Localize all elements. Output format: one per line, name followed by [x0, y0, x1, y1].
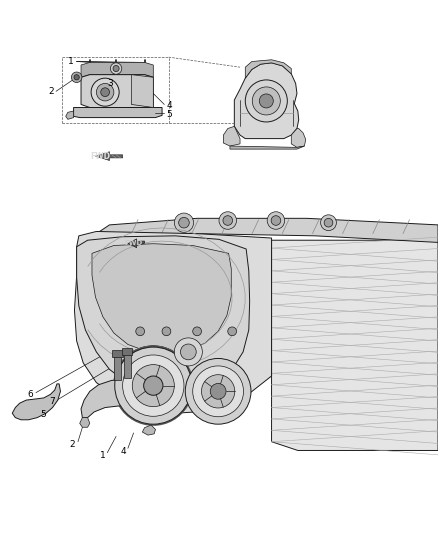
- Circle shape: [162, 327, 171, 336]
- Circle shape: [219, 212, 237, 229]
- Polygon shape: [245, 60, 291, 78]
- Polygon shape: [92, 244, 231, 353]
- Polygon shape: [124, 354, 131, 378]
- Circle shape: [174, 213, 194, 232]
- Polygon shape: [234, 63, 299, 139]
- Polygon shape: [77, 236, 250, 394]
- Text: 4: 4: [121, 447, 126, 456]
- Polygon shape: [0, 214, 438, 486]
- Circle shape: [101, 88, 110, 96]
- Circle shape: [321, 215, 336, 231]
- Polygon shape: [74, 108, 162, 118]
- Circle shape: [115, 347, 192, 424]
- Polygon shape: [223, 126, 240, 146]
- Circle shape: [223, 216, 233, 225]
- Polygon shape: [96, 219, 438, 247]
- Polygon shape: [66, 111, 74, 119]
- Polygon shape: [140, 71, 149, 79]
- Text: 3: 3: [107, 79, 113, 88]
- Circle shape: [91, 78, 119, 106]
- Polygon shape: [142, 425, 155, 435]
- Circle shape: [210, 383, 226, 399]
- Polygon shape: [272, 240, 438, 450]
- Circle shape: [174, 338, 202, 366]
- Text: 5: 5: [166, 110, 172, 118]
- Text: 1: 1: [100, 451, 106, 460]
- Text: 4: 4: [166, 101, 172, 110]
- Circle shape: [144, 376, 163, 395]
- Polygon shape: [114, 356, 121, 379]
- Polygon shape: [81, 62, 153, 77]
- Circle shape: [185, 359, 251, 424]
- Text: 5: 5: [40, 410, 46, 419]
- Circle shape: [123, 355, 184, 416]
- Circle shape: [132, 365, 174, 407]
- Polygon shape: [95, 152, 123, 160]
- Text: 2: 2: [70, 440, 75, 449]
- Circle shape: [267, 212, 285, 229]
- Polygon shape: [12, 384, 60, 420]
- Circle shape: [228, 327, 237, 336]
- Text: 7: 7: [49, 397, 55, 406]
- Circle shape: [193, 366, 244, 417]
- Polygon shape: [112, 71, 120, 79]
- Circle shape: [271, 216, 281, 225]
- Polygon shape: [81, 379, 153, 418]
- Polygon shape: [80, 418, 90, 427]
- Polygon shape: [85, 71, 94, 79]
- Circle shape: [180, 344, 196, 360]
- Polygon shape: [128, 239, 145, 248]
- Text: FWD: FWD: [91, 151, 111, 160]
- Circle shape: [96, 84, 114, 101]
- Circle shape: [201, 375, 235, 408]
- Circle shape: [252, 87, 280, 115]
- Circle shape: [71, 72, 82, 83]
- Polygon shape: [230, 146, 304, 149]
- Circle shape: [324, 219, 333, 227]
- Polygon shape: [74, 231, 272, 413]
- Polygon shape: [81, 75, 153, 108]
- Polygon shape: [122, 349, 132, 356]
- Text: 6: 6: [27, 390, 33, 399]
- Circle shape: [259, 94, 273, 108]
- Text: 2: 2: [48, 87, 54, 96]
- Polygon shape: [131, 75, 153, 108]
- Circle shape: [74, 75, 79, 80]
- Text: 1: 1: [68, 57, 74, 66]
- Polygon shape: [291, 128, 306, 147]
- Text: FWD: FWD: [124, 240, 143, 246]
- Polygon shape: [112, 350, 123, 357]
- Circle shape: [136, 327, 145, 336]
- Circle shape: [245, 80, 287, 122]
- Circle shape: [113, 66, 119, 71]
- Circle shape: [193, 327, 201, 336]
- Circle shape: [110, 63, 122, 74]
- Circle shape: [179, 217, 189, 228]
